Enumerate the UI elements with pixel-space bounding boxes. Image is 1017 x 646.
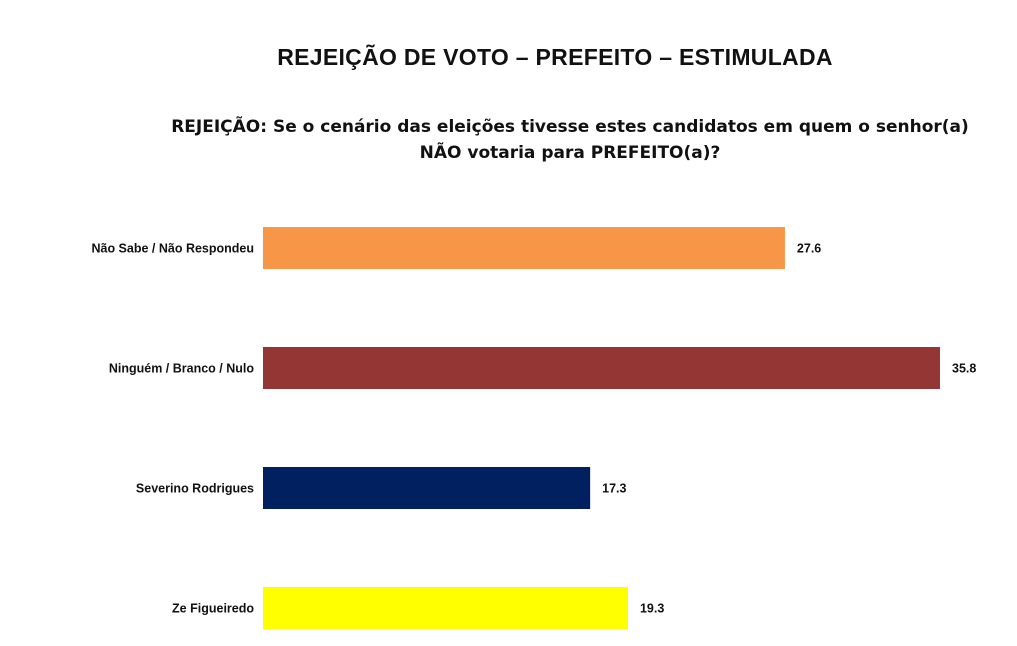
data-label: 17.3 (602, 482, 626, 496)
data-label: 35.8 (952, 362, 976, 376)
page-title: REJEIÇÃO DE VOTO – PREFEITO – ESTIMULADA (277, 44, 833, 70)
bar (263, 587, 628, 629)
bar (263, 227, 785, 269)
category-label: Ze Figueiredo (172, 602, 254, 616)
bar (263, 347, 940, 389)
data-label: 27.6 (797, 242, 821, 256)
category-label: Não Sabe / Não Respondeu (91, 242, 254, 256)
category-label: Severino Rodrigues (136, 482, 254, 496)
chart-subtitle: REJEIÇÃO: Se o cenário das eleições tive… (171, 117, 969, 163)
category-label: Ninguém / Branco / Nulo (109, 362, 255, 376)
bar (263, 467, 591, 509)
data-label: 19.3 (640, 602, 664, 616)
